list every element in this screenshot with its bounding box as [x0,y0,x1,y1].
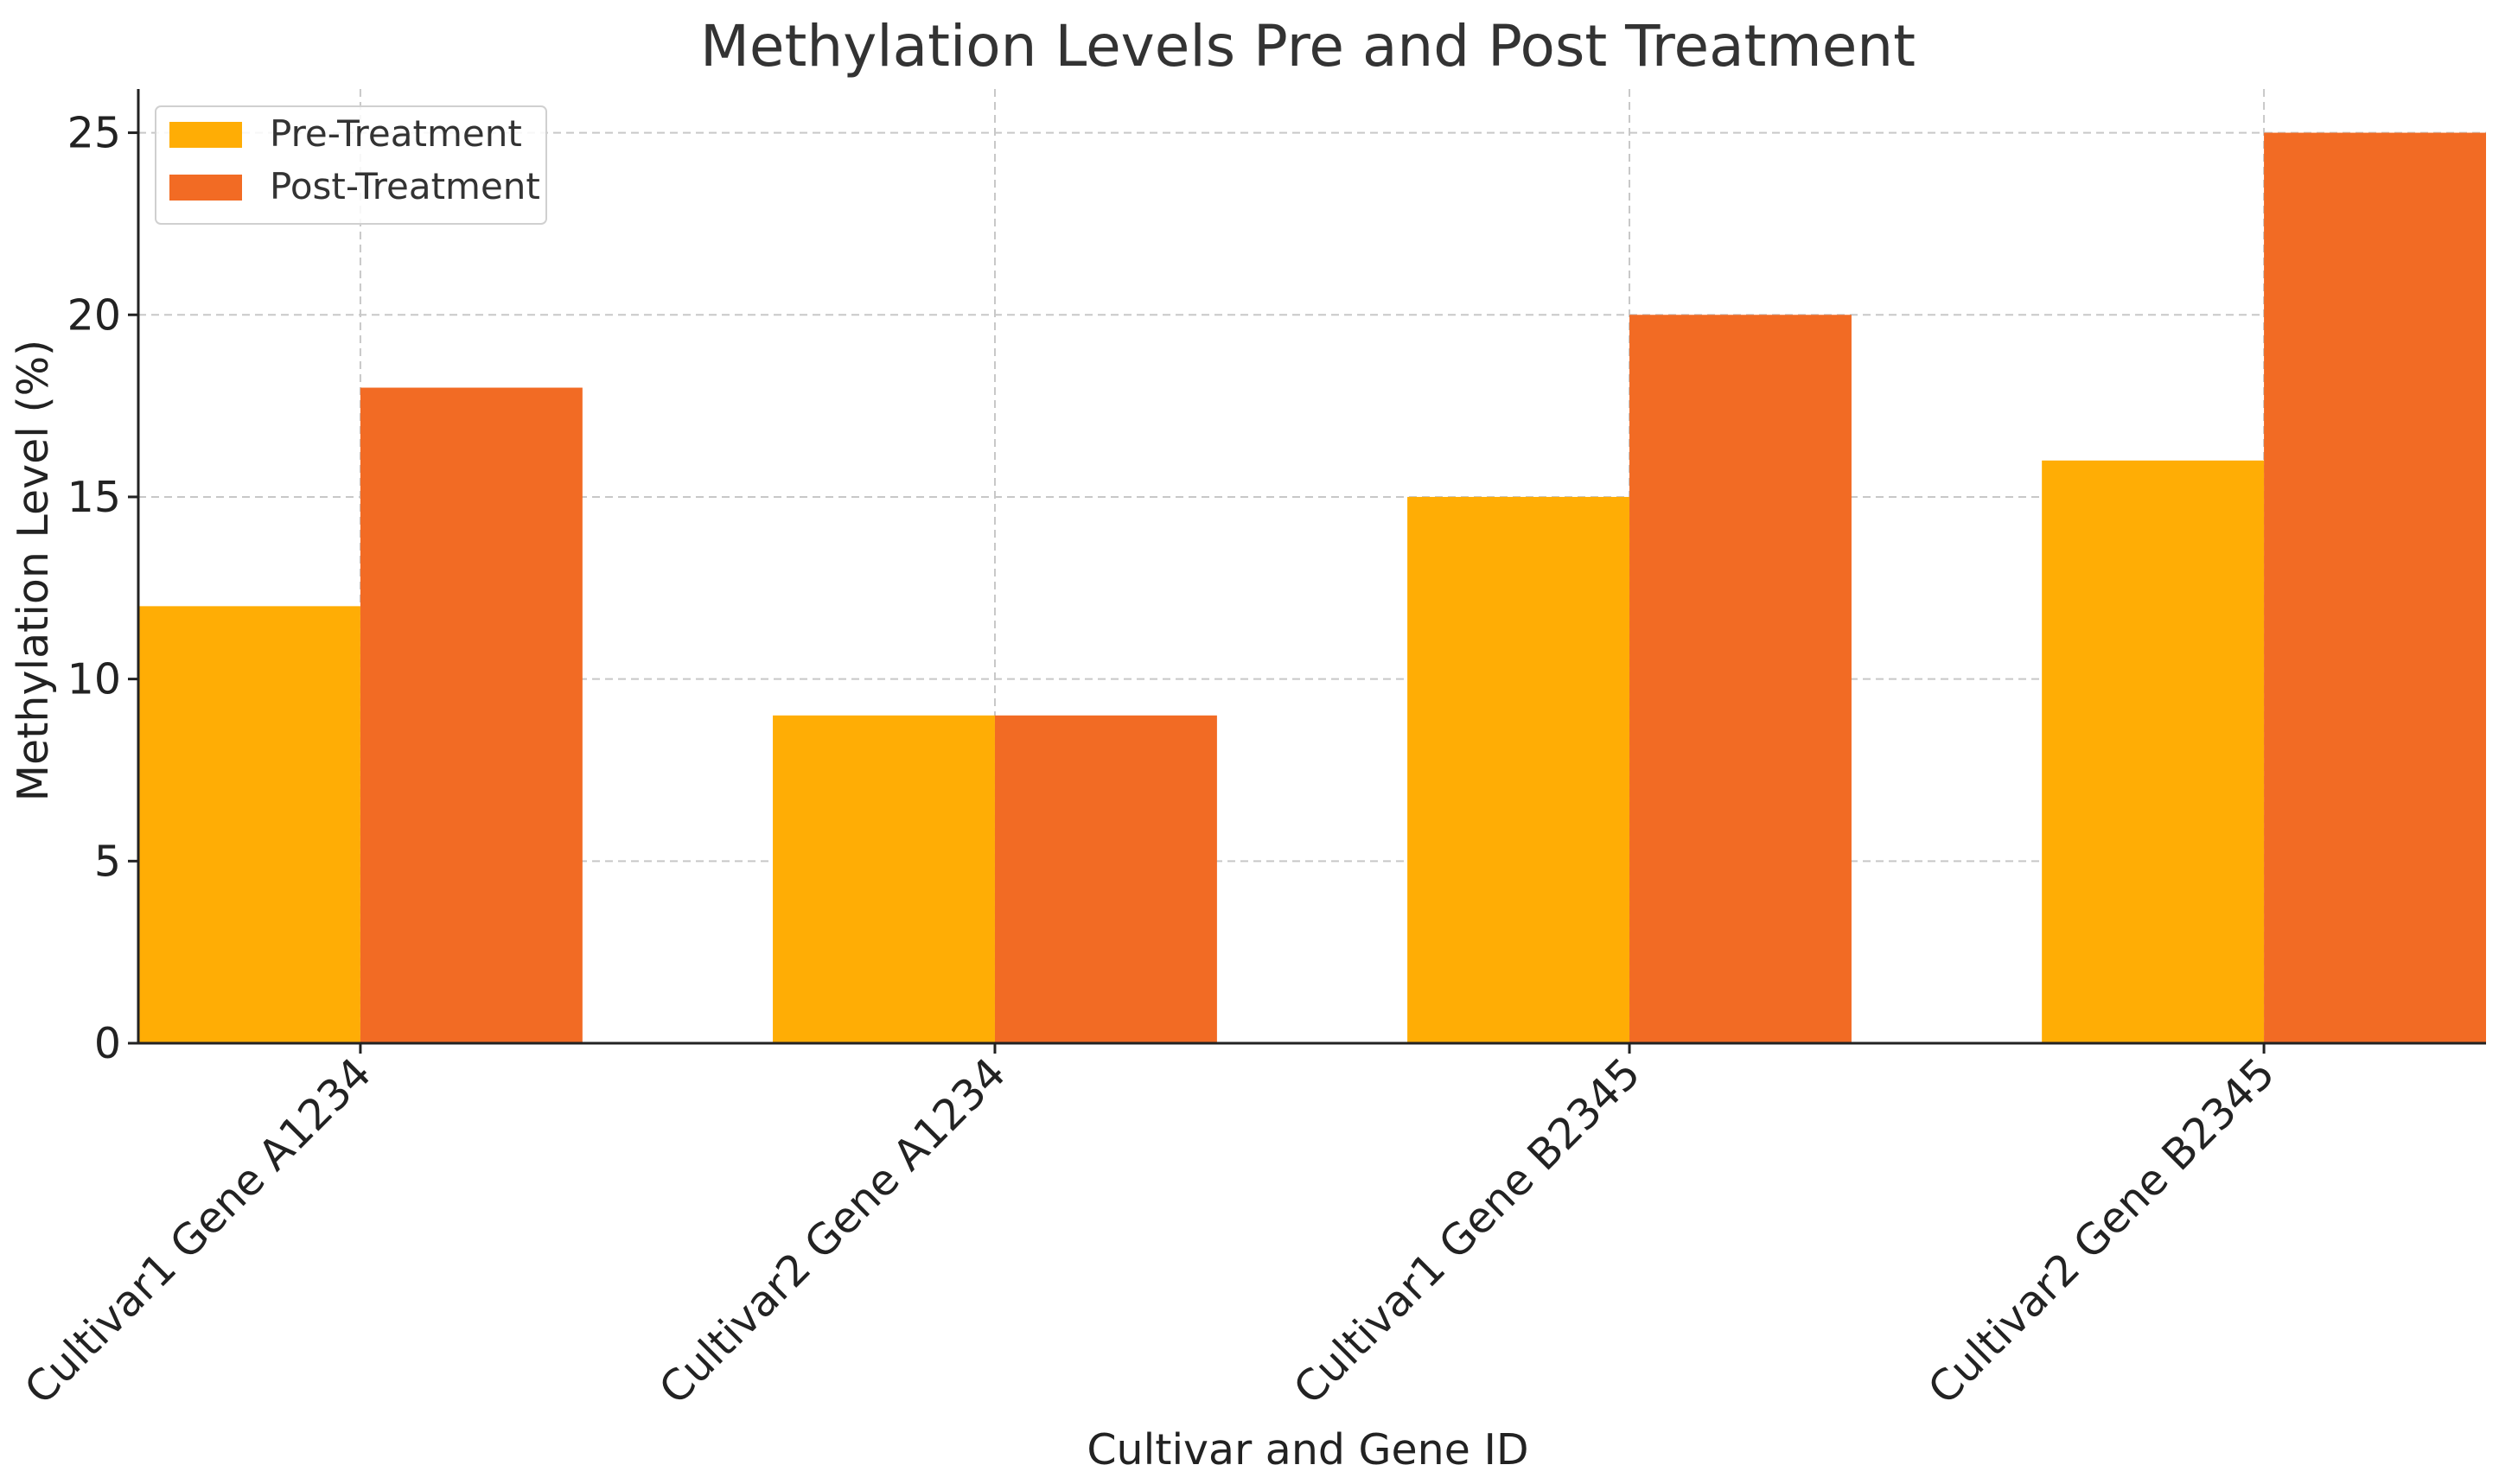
y-tick-label: 0 [94,1019,121,1068]
bar-pre-treatment-2 [773,715,995,1043]
y-tick-label: 15 [67,473,121,522]
y-tick-label: 5 [94,837,121,886]
chart-title: Methylation Levels Pre and Post Treatmen… [700,13,1916,80]
y-axis-label: Methylation Level (%) [9,340,58,801]
bar-pre-treatment-3 [1407,496,1630,1043]
legend-label: Pre-Treatment [270,112,522,155]
x-tick-label: Cultivar1 Gene A1234 [16,1048,381,1414]
axes-layer [137,89,2486,1045]
x-tick-label: Cultivar2 Gene A1234 [650,1048,1016,1414]
legend-swatch [169,175,242,201]
bar-pre-treatment-1 [138,606,360,1043]
bar-post-treatment-4 [2264,132,2486,1043]
bars-layer [138,132,2486,1043]
legend: Pre-Treatment Post-Treatment [155,105,547,225]
x-tick-label: Cultivar1 Gene B2345 [1285,1048,1650,1414]
bar-post-treatment-2 [994,715,1217,1043]
legend-swatch [169,122,242,148]
legend-label: Post-Treatment [270,165,540,207]
legend-frame [155,105,547,225]
bar-post-treatment-3 [1629,315,1852,1043]
x-axis-label: Cultivar and Gene ID [1087,1425,1528,1474]
bar-post-treatment-1 [360,387,583,1043]
x-tick-label: Cultivar2 Gene B2345 [1919,1048,2285,1414]
y-tick-label: 25 [67,109,121,158]
bar-pre-treatment-4 [2042,460,2265,1043]
y-tick-label: 20 [67,290,121,340]
y-tick-label: 10 [67,655,121,704]
